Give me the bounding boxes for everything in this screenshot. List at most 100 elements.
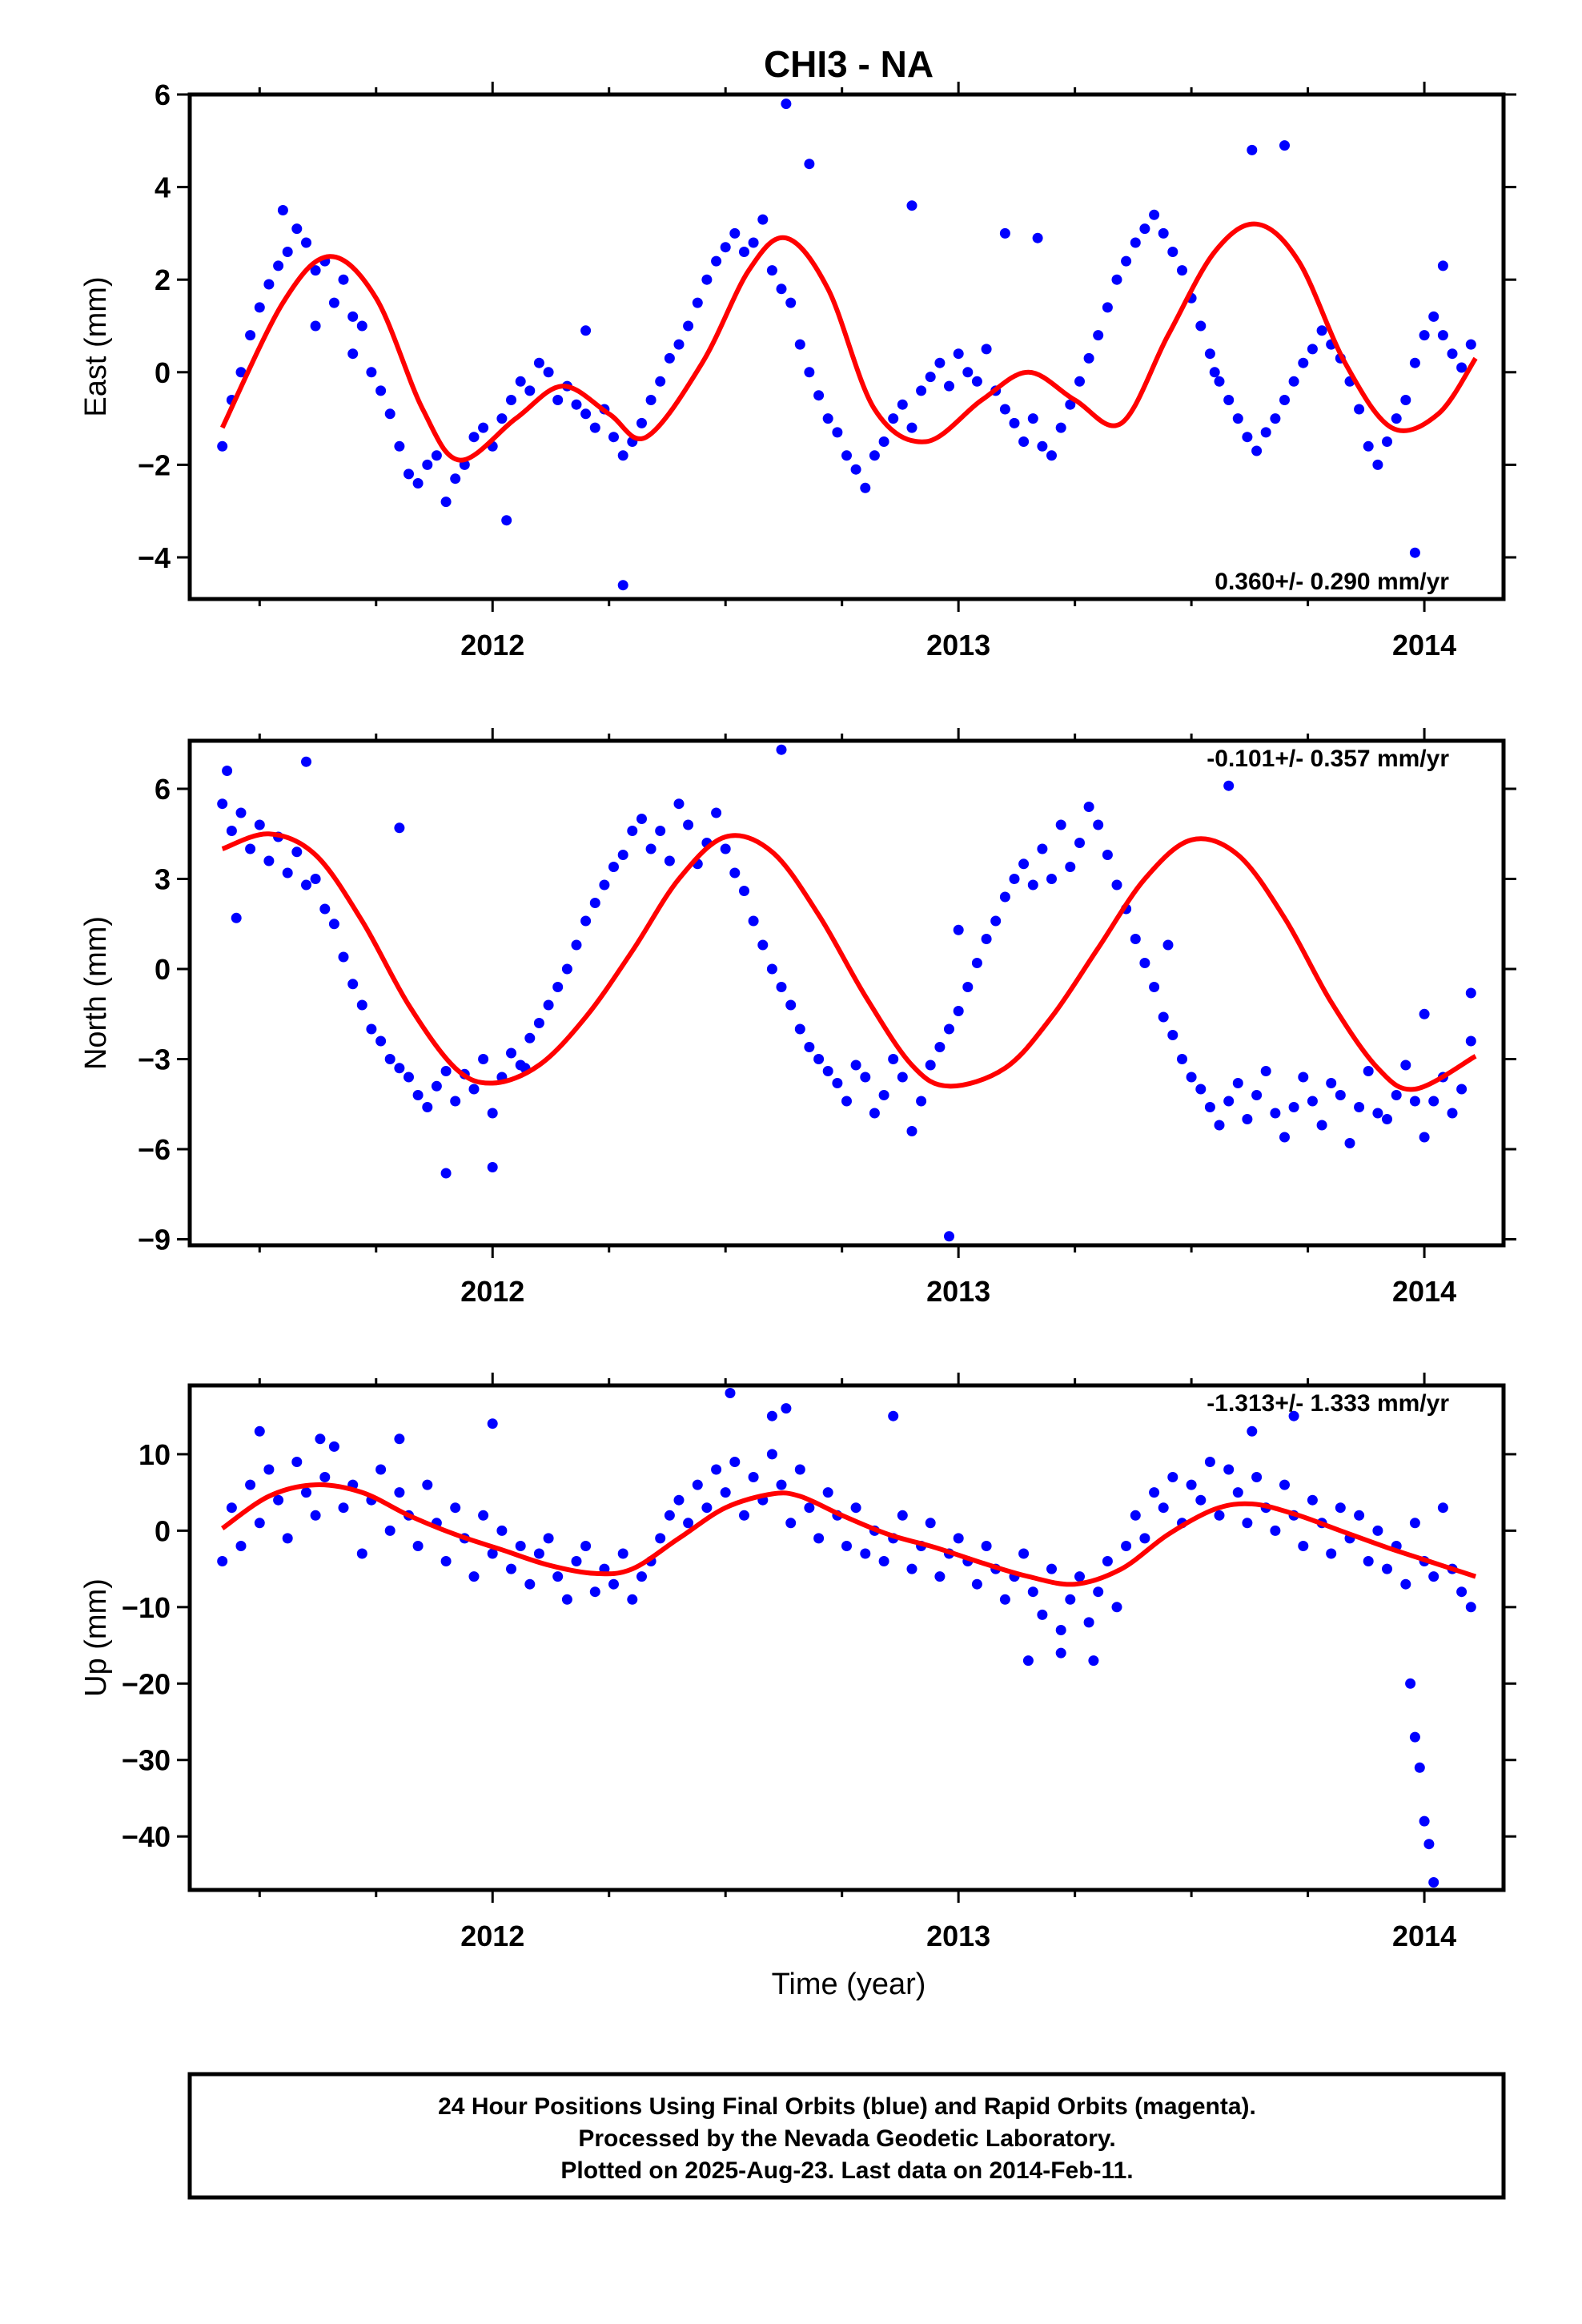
- up-data-point: [552, 1571, 564, 1582]
- up-data-point: [1083, 1617, 1094, 1628]
- north-data-point: [1162, 939, 1174, 951]
- up-data-point: [711, 1464, 722, 1475]
- north-data-point: [1139, 958, 1150, 968]
- north-data-point: [1223, 1096, 1235, 1107]
- north-data-point: [1419, 1132, 1430, 1143]
- north-data-point: [655, 826, 666, 836]
- north-data-point: [1027, 879, 1038, 891]
- up-data-point: [515, 1541, 526, 1551]
- east-data-point: [953, 348, 964, 360]
- north-y-tick-label: −3: [138, 1043, 171, 1076]
- north-data-point: [412, 1090, 424, 1100]
- up-data-point: [319, 1472, 331, 1482]
- east-data-point: [748, 237, 759, 248]
- north-data-point: [1093, 819, 1104, 830]
- east-data-point: [478, 422, 489, 433]
- north-data-point: [1130, 934, 1141, 944]
- north-data-point: [394, 822, 405, 834]
- north-data-point: [301, 879, 311, 891]
- east-data-point: [1409, 357, 1420, 368]
- up-plot-frame: [187, 1383, 1506, 1892]
- up-data-point: [571, 1556, 582, 1566]
- up-data-point: [1093, 1586, 1104, 1598]
- up-data-point: [1102, 1556, 1113, 1566]
- east-data-point: [897, 399, 908, 410]
- north-data-point: [1354, 1102, 1365, 1112]
- up-data-point: [925, 1518, 936, 1529]
- east-data-point: [701, 274, 713, 285]
- up-data-point: [1270, 1525, 1281, 1536]
- east-data-point: [1279, 140, 1290, 151]
- north-data-point: [1055, 819, 1066, 830]
- up-data-point: [720, 1487, 731, 1498]
- north-y-tick-label: 3: [155, 863, 171, 896]
- north-data-point: [599, 879, 610, 891]
- east-data-point: [1316, 325, 1327, 336]
- up-data-point: [1055, 1625, 1066, 1635]
- north-data-point: [1046, 874, 1057, 884]
- north-data-point: [664, 855, 675, 866]
- east-data-point: [757, 214, 769, 225]
- up-data-point: [1326, 1548, 1337, 1559]
- up-data-point: [394, 1487, 405, 1498]
- up-data-point: [1335, 1502, 1346, 1514]
- east-data-point: [720, 242, 731, 253]
- north-data-point: [1363, 1066, 1374, 1076]
- north-data-point: [822, 1066, 833, 1076]
- east-data-point: [1419, 330, 1430, 341]
- east-data-point: [496, 413, 508, 424]
- up-data-point: [748, 1472, 759, 1482]
- north-data-point: [1177, 1054, 1187, 1064]
- up-data-point: [487, 1418, 498, 1429]
- up-data-point: [781, 1403, 792, 1414]
- up-data-point: [1027, 1586, 1038, 1598]
- up-data-point: [1428, 1571, 1439, 1582]
- up-data-point: [533, 1548, 544, 1559]
- up-data-point: [315, 1433, 326, 1445]
- up-data-point: [1419, 1815, 1430, 1827]
- east-data-point: [347, 311, 359, 322]
- east-data-point: [1447, 348, 1458, 360]
- north-data-point: [1382, 1114, 1392, 1124]
- north-x-tick-label: 2013: [926, 1275, 990, 1308]
- north-y-tick-label: 0: [155, 953, 171, 986]
- north-data-point: [589, 898, 600, 908]
- east-data-point: [291, 223, 303, 235]
- up-data-point: [1437, 1502, 1448, 1514]
- up-data-point: [1223, 1464, 1235, 1475]
- east-x-tick-label: 2014: [1392, 629, 1456, 661]
- up-data-point: [273, 1494, 284, 1506]
- east-data-point: [310, 320, 321, 332]
- north-data-point: [766, 963, 777, 975]
- east-data-point: [766, 265, 777, 276]
- north-data-point: [720, 843, 731, 854]
- north-data-point: [1270, 1108, 1281, 1119]
- east-data-point: [1149, 209, 1160, 220]
- east-data-point: [1037, 440, 1048, 452]
- up-data-point: [971, 1578, 982, 1590]
- east-data-point: [1102, 302, 1113, 313]
- up-data-point: [496, 1525, 508, 1536]
- up-data-point: [1065, 1594, 1076, 1605]
- east-y-tick-label: 4: [155, 171, 171, 204]
- north-data-point: [971, 958, 982, 968]
- north-data-point: [1102, 850, 1113, 860]
- up-data-point: [1195, 1494, 1207, 1506]
- up-data-point: [1423, 1839, 1435, 1850]
- up-data-point: [422, 1479, 433, 1490]
- up-data-point: [934, 1571, 946, 1582]
- up-data-point: [1363, 1556, 1374, 1566]
- up-data-point: [440, 1556, 452, 1566]
- north-data-point: [254, 819, 265, 830]
- east-data-point: [1204, 348, 1215, 360]
- up-data-point: [813, 1533, 825, 1544]
- north-data-point: [1214, 1120, 1225, 1131]
- east-y-tick-label: 0: [155, 356, 171, 389]
- north-data-point: [282, 867, 293, 879]
- up-data-point: [1130, 1510, 1141, 1521]
- north-model-curve: [221, 831, 1477, 1092]
- east-data-point: [235, 367, 247, 378]
- north-data-point: [328, 919, 339, 930]
- east-data-point: [1018, 436, 1030, 447]
- east-y-tick-label: 6: [155, 78, 171, 111]
